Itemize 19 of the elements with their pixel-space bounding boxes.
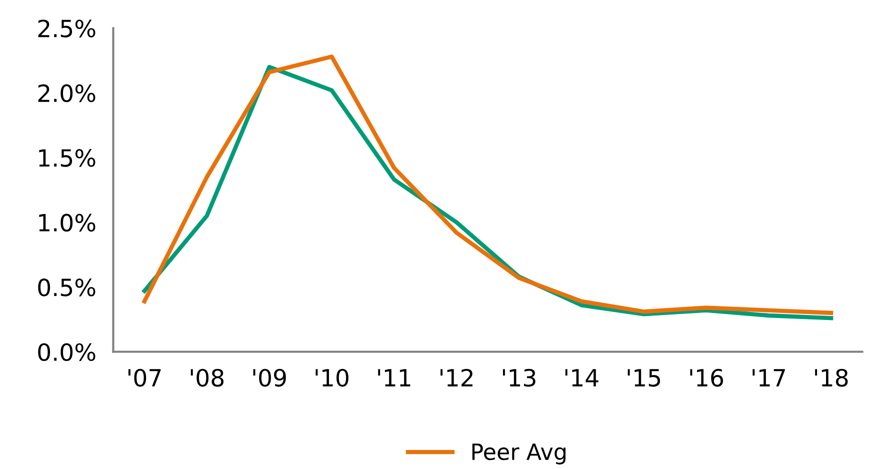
y-tick-label: 2.5% (38, 20, 96, 38)
x-tick-label: '14 (565, 369, 598, 386)
x-tick-label: '09 (253, 368, 286, 387)
x-tick-label: '18 (815, 368, 848, 387)
x-tick-label: '17 (752, 369, 785, 386)
y-tick-label: 0.0% (38, 343, 96, 362)
x-tick-label: '07 (128, 368, 161, 387)
y-tick-label: 2.0% (38, 84, 96, 102)
x-tick-label: '10 (316, 368, 348, 387)
y-tick-label: 1.0% (39, 214, 96, 232)
x-tick-label: '11 (378, 369, 410, 386)
x-tick-label: '13 (502, 368, 536, 387)
x-tick-label: '08 (190, 368, 224, 387)
x-tick-label: '12 (440, 368, 472, 386)
x-tick-label: '16 (690, 368, 724, 387)
legend-label: Peer Avg (472, 444, 566, 464)
x-tick-label: '15 (628, 369, 660, 387)
y-tick-label: 0.5% (38, 278, 96, 296)
y-tick-label: 1.5% (39, 149, 96, 167)
